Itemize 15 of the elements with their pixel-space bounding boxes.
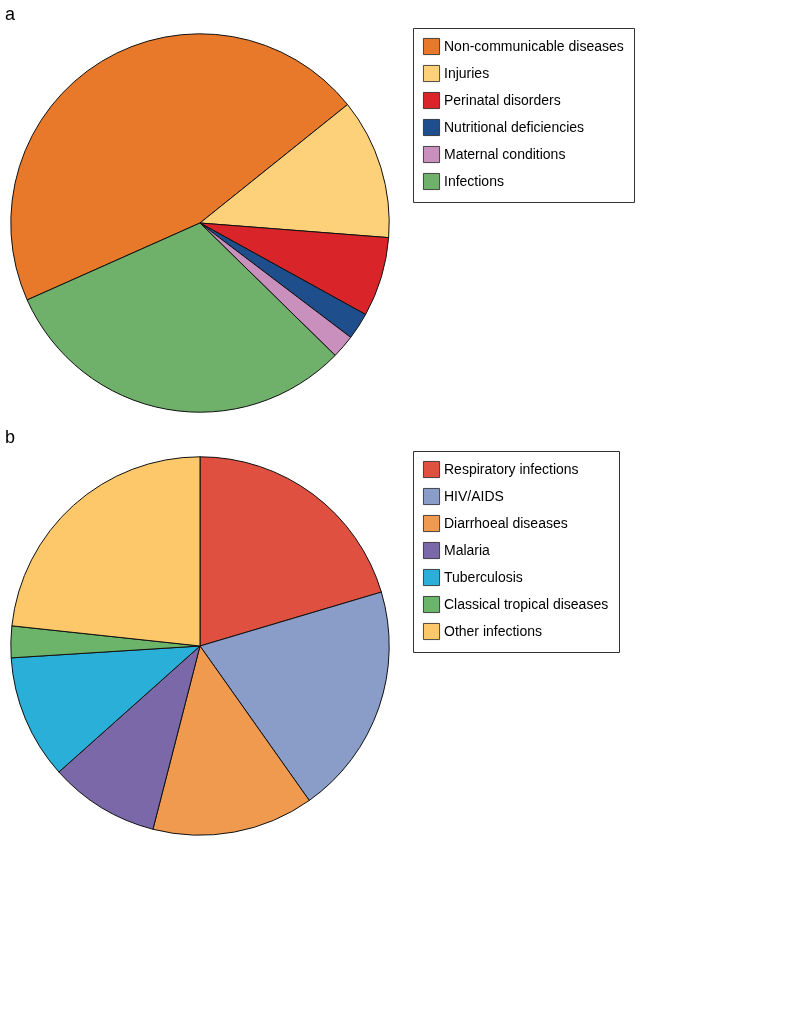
legend-label: Nutritional deficiencies (444, 118, 585, 135)
legend-label: HIV/AIDS (444, 487, 504, 504)
legend-label: Diarrhoeal diseases (444, 514, 568, 531)
legend-label: Tuberculosis (444, 568, 523, 585)
legend-label: Maternal conditions (444, 145, 566, 162)
legend-label: Infections (444, 172, 504, 189)
legend-label: Other infections (444, 622, 543, 639)
legend-label: Perinatal disorders (444, 91, 561, 108)
legend-label: Injuries (444, 64, 490, 81)
legend-label: Non-communicable diseases (444, 37, 624, 54)
chart-title: b (5, 426, 16, 447)
chart-title: a (5, 3, 16, 24)
legend-label: Classical tropical diseases (444, 595, 609, 612)
legend-label: Respiratory infections (444, 460, 579, 477)
legend-label: Malaria (444, 541, 491, 558)
